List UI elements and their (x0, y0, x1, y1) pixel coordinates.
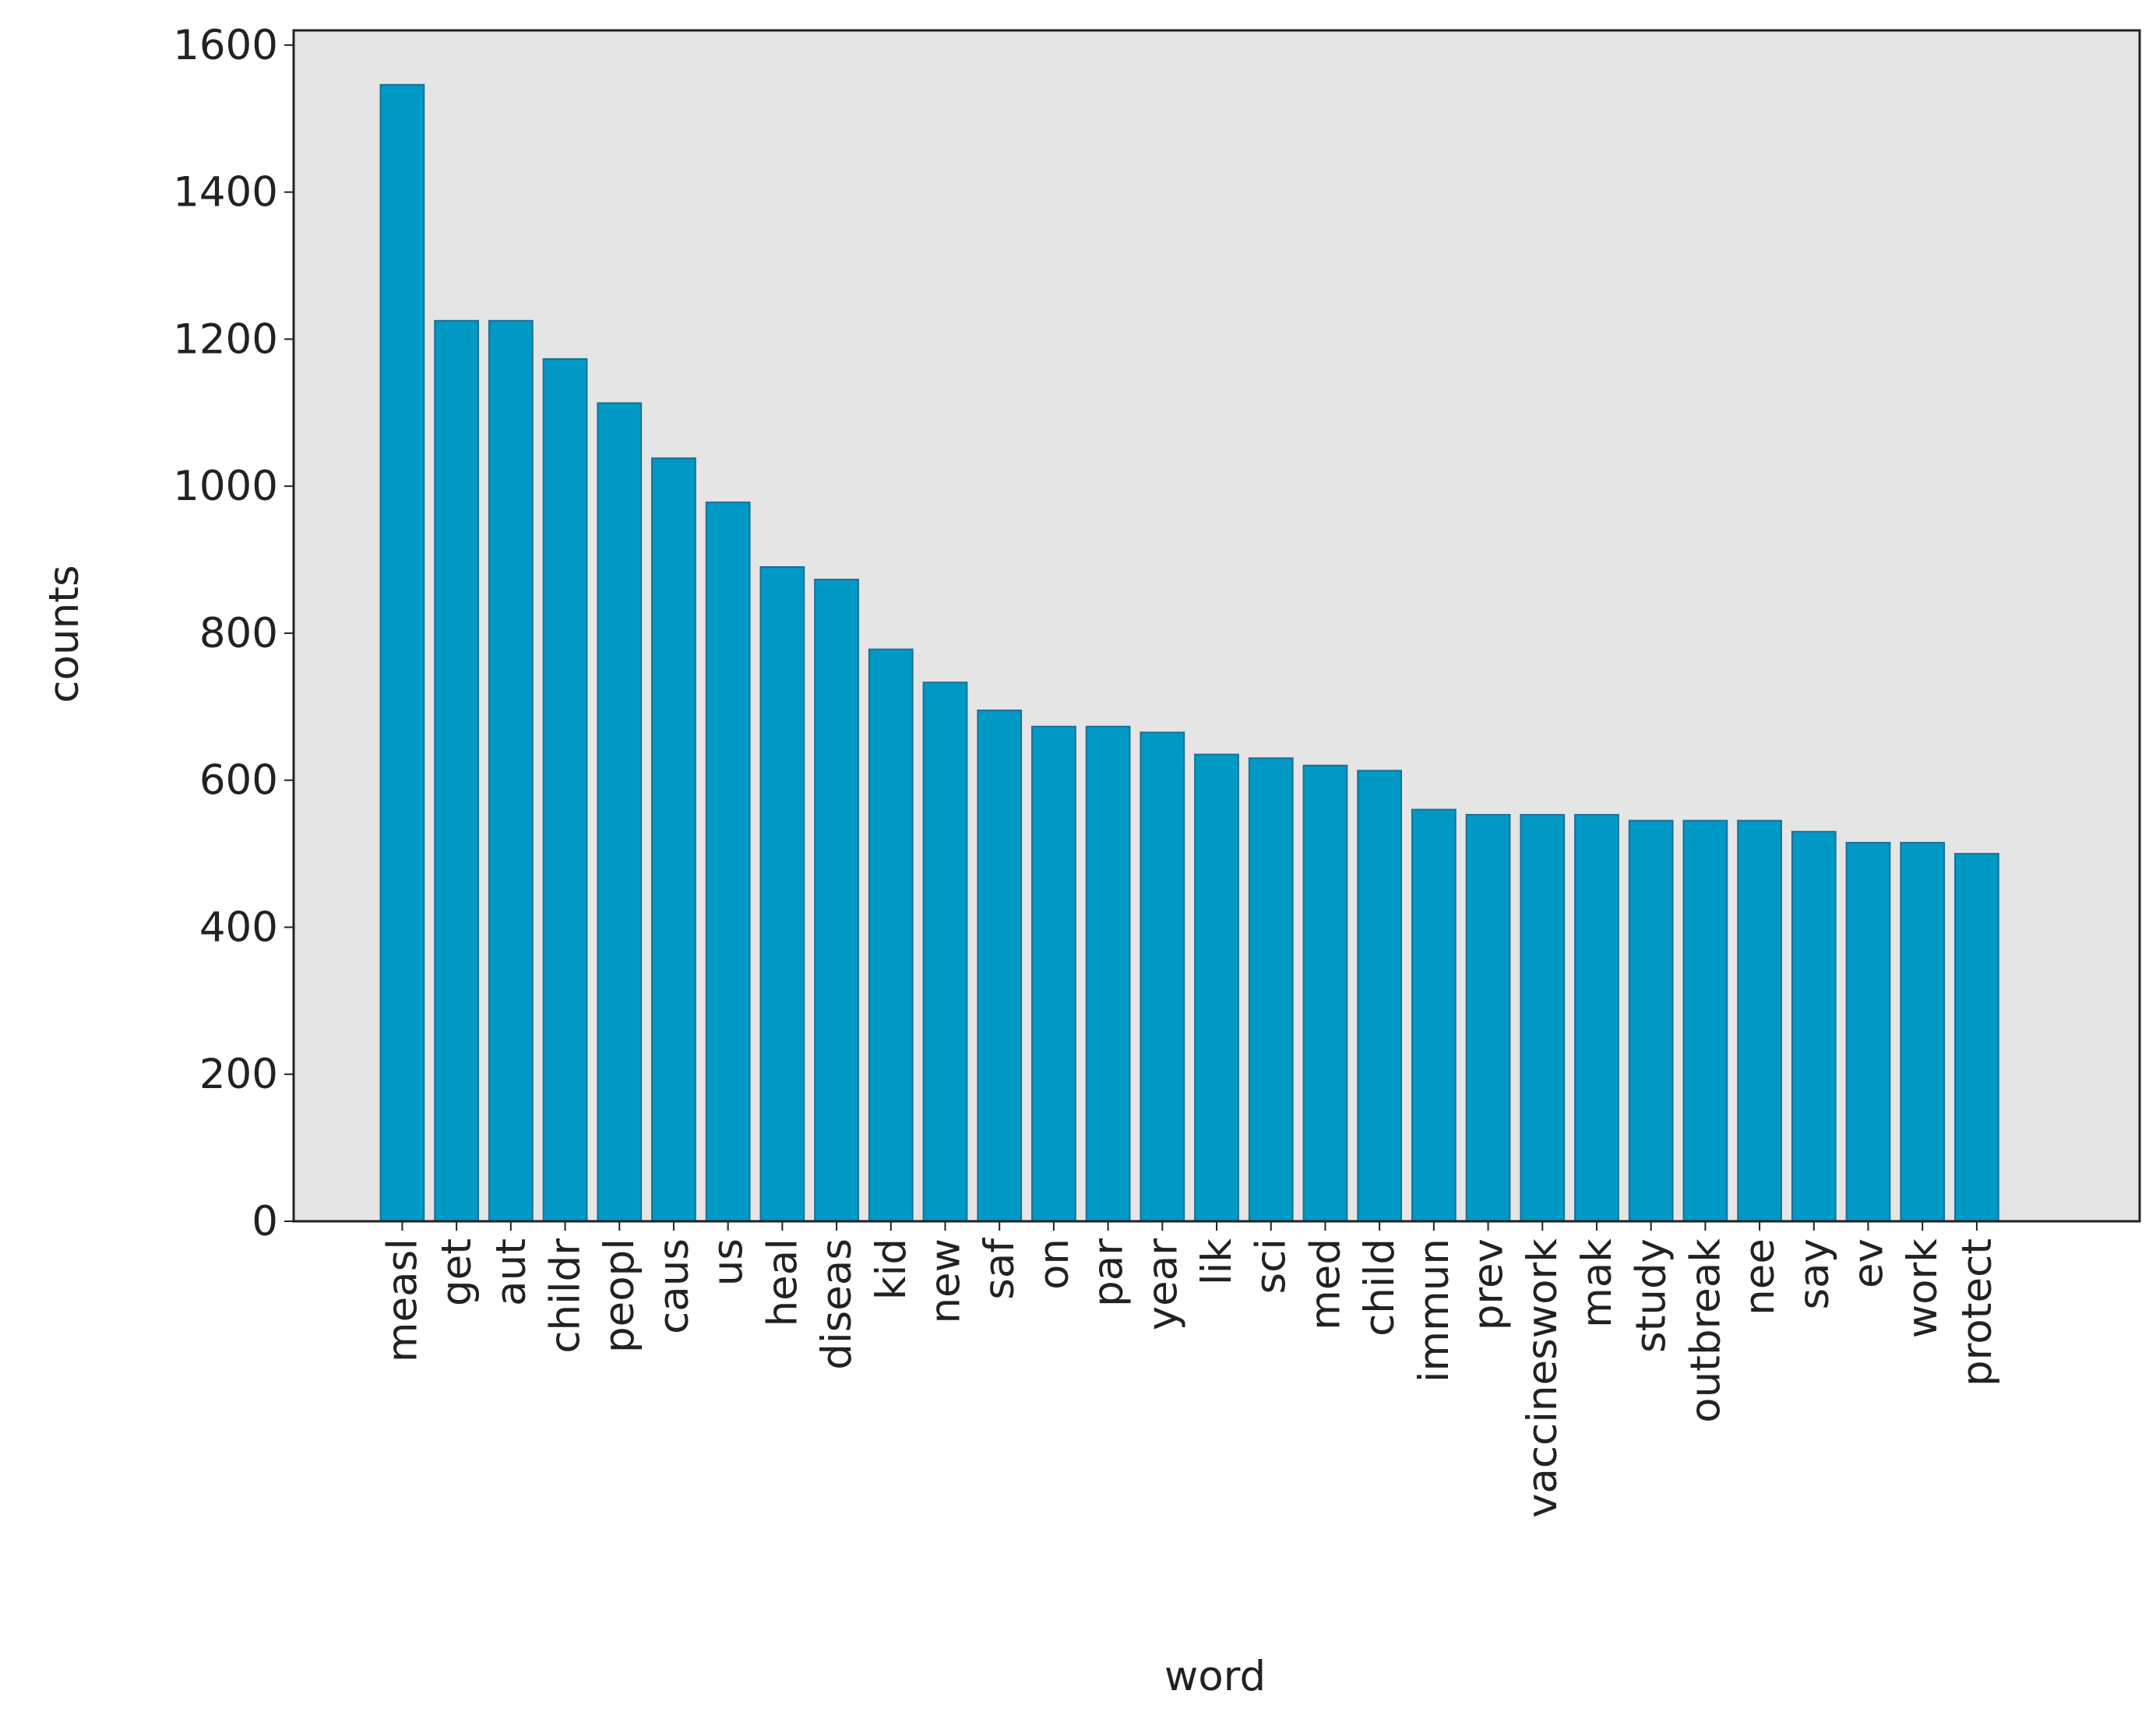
bar (1574, 814, 1619, 1222)
x-tick-label: nee (1736, 1238, 1784, 1316)
bar (434, 319, 479, 1222)
x-tick-label: outbreak (1682, 1238, 1729, 1423)
bar (651, 457, 696, 1222)
x-tick-label: new (921, 1238, 969, 1324)
bar (1682, 819, 1728, 1223)
bar (1954, 853, 1999, 1222)
bar (488, 319, 534, 1222)
x-tick-label: protect (1953, 1238, 2001, 1386)
bar (1465, 814, 1511, 1222)
x-tick-label: mak (1573, 1238, 1621, 1328)
bar (1411, 808, 1457, 1222)
x-tick-label: saf (976, 1238, 1023, 1300)
x-tick-label: child (1356, 1238, 1404, 1337)
y-tick-label: 600 (199, 757, 278, 805)
bar (1520, 814, 1566, 1222)
y-tick-label: 400 (199, 903, 278, 951)
x-tick-label: lik (1193, 1238, 1241, 1285)
bar (1791, 830, 1837, 1222)
y-tick-label: 1400 (173, 169, 278, 217)
bar (1737, 819, 1782, 1223)
x-tick-label: kid (868, 1238, 915, 1300)
x-tick-label: diseas (813, 1238, 861, 1370)
y-tick-label: 1200 (173, 315, 278, 363)
bar (922, 682, 968, 1222)
bar (759, 565, 805, 1222)
bar (1085, 725, 1131, 1222)
x-tick-label: heal (759, 1238, 806, 1326)
x-tick-label: ev (1844, 1238, 1892, 1288)
x-tick-label: us (705, 1238, 752, 1286)
x-tick-label: par (1085, 1238, 1133, 1307)
x-tick-label: immun (1411, 1238, 1458, 1383)
x-tick-label: measl (379, 1238, 426, 1362)
bar (1248, 757, 1294, 1222)
bar (1628, 819, 1674, 1223)
x-tick-label: on (1030, 1238, 1078, 1290)
x-tick-label: aut (488, 1238, 535, 1306)
x-tick-label: work (1899, 1238, 1946, 1339)
bar (814, 579, 859, 1222)
y-tick-label: 200 (199, 1051, 278, 1098)
y-tick-label: 0 (252, 1198, 278, 1245)
bar (1302, 764, 1348, 1222)
bar (1845, 841, 1891, 1222)
x-tick-label: childr (542, 1238, 590, 1354)
x-tick-label: prev (1465, 1238, 1513, 1330)
y-tick-label: 800 (199, 610, 278, 657)
x-axis-label: word (1164, 1653, 1266, 1700)
bar (1900, 841, 1946, 1222)
bar (542, 358, 588, 1222)
bar (1194, 753, 1239, 1222)
bar (597, 402, 643, 1222)
bar (977, 710, 1023, 1222)
x-tick-label: peopl (596, 1238, 643, 1353)
bar (705, 501, 751, 1222)
bar (379, 83, 425, 1222)
x-tick-label: study (1628, 1238, 1675, 1353)
plot-frame (292, 29, 2141, 1223)
x-tick-label: med (1302, 1238, 1349, 1330)
x-tick-label: caus (650, 1238, 698, 1334)
y-axis-label: counts (41, 565, 88, 703)
x-tick-label: sci (1248, 1238, 1295, 1294)
bar (1357, 770, 1403, 1222)
y-tick-label: 1000 (173, 463, 278, 510)
x-tick-label: year (1139, 1238, 1186, 1330)
x-tick-label: get (433, 1238, 481, 1306)
y-tick-label: 1600 (173, 22, 278, 69)
bar (868, 648, 914, 1222)
x-tick-label: say (1791, 1238, 1838, 1309)
bar (1031, 725, 1076, 1222)
bar (1140, 731, 1185, 1222)
x-tick-label: vaccineswork (1519, 1238, 1566, 1518)
